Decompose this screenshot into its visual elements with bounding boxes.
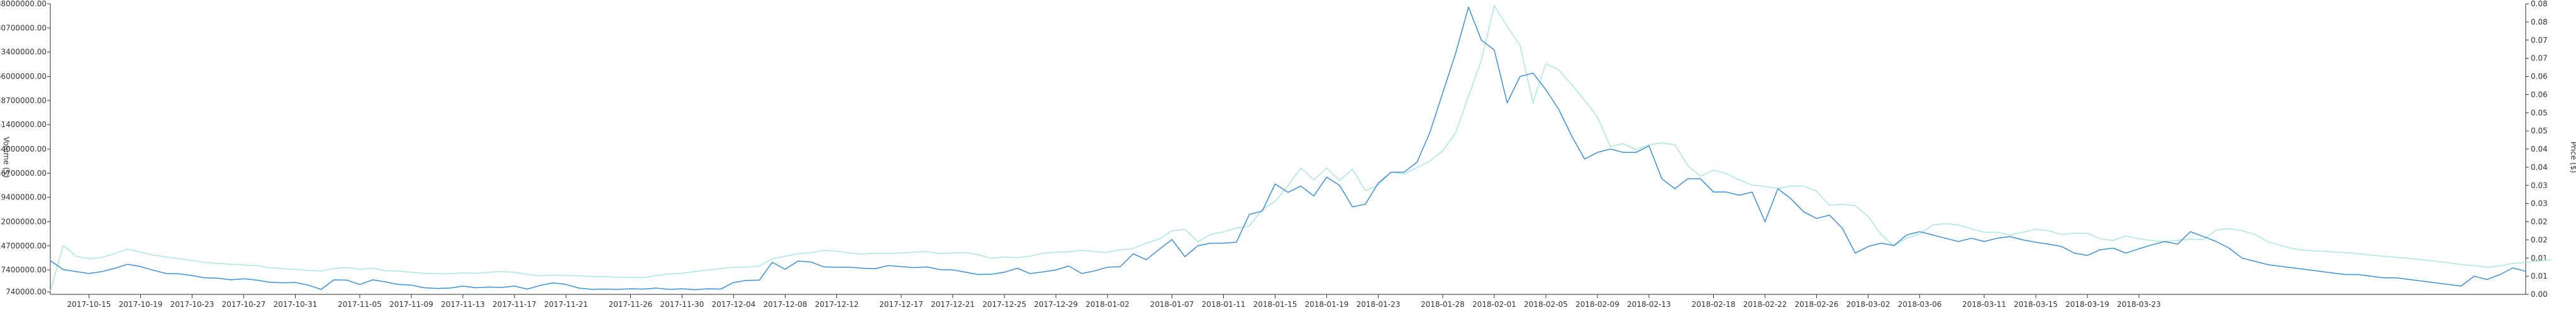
left-tick-label: 7400000.00 bbox=[1, 265, 47, 274]
left-tick-label: 14700000.00 bbox=[0, 242, 47, 250]
left-axis-label: Volume ($) bbox=[2, 136, 11, 177]
x-tick-label: 2018-02-22 bbox=[1743, 300, 1787, 309]
x-tick-label: 2017-11-05 bbox=[338, 300, 382, 309]
x-tick-label: 2018-01-15 bbox=[1253, 300, 1297, 309]
x-tick-label: 2018-03-15 bbox=[2014, 300, 2058, 309]
right-tick-label: 0.07 bbox=[2531, 54, 2548, 63]
right-tick-label: 0.08 bbox=[2531, 18, 2548, 26]
x-tick-label: 2017-10-19 bbox=[119, 300, 163, 309]
x-tick-label: 2017-10-31 bbox=[274, 300, 318, 309]
left-tick-label: 22000000.00 bbox=[0, 218, 47, 226]
x-tick-label: 2018-03-23 bbox=[2117, 300, 2161, 309]
left-tick-label: 36700000.00 bbox=[0, 169, 47, 177]
right-tick-label: 0.04 bbox=[2531, 163, 2548, 172]
left-tick-label: 88000000.00 bbox=[0, 0, 47, 8]
right-tick-label: 0.03 bbox=[2531, 181, 2548, 190]
x-tick-label: 2017-12-12 bbox=[815, 300, 859, 309]
right-tick-label: 0.00 bbox=[2531, 290, 2548, 299]
x-tick-label: 2017-12-04 bbox=[712, 300, 756, 309]
x-tick-label: 2018-02-09 bbox=[1575, 300, 1619, 309]
x-tick-label: 2017-11-13 bbox=[441, 300, 485, 309]
right-y-axis: 0.000.010.010.020.020.030.030.040.040.05… bbox=[2525, 0, 2548, 299]
price-series-line bbox=[50, 5, 2552, 292]
x-tick-label: 2018-01-19 bbox=[1305, 300, 1349, 309]
volume-series-line bbox=[50, 6, 2526, 291]
x-tick-label: 2017-10-23 bbox=[170, 300, 214, 309]
x-tick-label: 2018-02-18 bbox=[1692, 300, 1736, 309]
left-tick-label: 80700000.00 bbox=[0, 23, 47, 32]
x-tick-label: 2017-12-17 bbox=[879, 300, 923, 309]
left-y-axis: 740000.00 7400000.00 14700000.00 22000000.0… bbox=[0, 0, 51, 296]
series-group bbox=[50, 5, 2552, 292]
x-tick-label: 2018-03-06 bbox=[1898, 300, 1942, 309]
left-tick-label: 66000000.00 bbox=[0, 72, 47, 81]
right-tick-label: 0.02 bbox=[2531, 235, 2548, 244]
x-tick-label: 2017-10-27 bbox=[222, 300, 266, 309]
x-tick-label: 2018-01-11 bbox=[1202, 300, 1246, 309]
left-tick-label: 740000.00 bbox=[6, 287, 47, 296]
x-tick-label: 2017-12-29 bbox=[1034, 300, 1078, 309]
x-tick-label: 2018-03-19 bbox=[2065, 300, 2109, 309]
right-tick-label: 0.03 bbox=[2531, 199, 2548, 208]
left-tick-label: 29400000.00 bbox=[0, 193, 47, 202]
right-tick-label: 0.06 bbox=[2531, 72, 2548, 81]
x-tick-label: 2018-01-28 bbox=[1421, 300, 1465, 309]
x-axis: 2017-10-15 2017-10-19 2017-10-23 2017-10-27… bbox=[50, 294, 2526, 309]
x-tick-label: 2017-12-08 bbox=[763, 300, 808, 309]
right-tick-label: 0.05 bbox=[2531, 108, 2548, 117]
x-tick-label: 2018-02-13 bbox=[1627, 300, 1671, 309]
x-tick-label: 2017-11-21 bbox=[544, 300, 588, 309]
right-tick-label: 0.07 bbox=[2531, 36, 2548, 45]
x-tick-label: 2018-02-26 bbox=[1795, 300, 1839, 309]
right-tick-label: 0.04 bbox=[2531, 145, 2548, 153]
x-tick-label: 2017-11-30 bbox=[660, 300, 704, 309]
x-tick-label: 2018-02-05 bbox=[1524, 300, 1568, 309]
right-tick-label: 0.08 bbox=[2531, 0, 2548, 8]
right-tick-label: 0.02 bbox=[2531, 218, 2548, 226]
right-tick-label: 0.05 bbox=[2531, 126, 2548, 135]
x-tick-label: 2018-03-11 bbox=[1962, 300, 2006, 309]
x-tick-label: 2017-11-17 bbox=[492, 300, 536, 309]
x-tick-label: 2017-11-09 bbox=[389, 300, 433, 309]
x-tick-label: 2018-01-02 bbox=[1085, 300, 1130, 309]
right-tick-label: 0.06 bbox=[2531, 90, 2548, 99]
x-tick-label: 2018-01-23 bbox=[1357, 300, 1401, 309]
x-tick-label: 2017-12-25 bbox=[982, 300, 1026, 309]
left-tick-label: 73400000.00 bbox=[0, 48, 47, 57]
right-tick-label: 0.01 bbox=[2531, 272, 2548, 281]
x-tick-label: 2017-10-15 bbox=[67, 300, 111, 309]
x-tick-label: 2017-11-26 bbox=[609, 300, 653, 309]
right-axis-label: Price ($) bbox=[2569, 142, 2576, 173]
x-tick-label: 2018-01-07 bbox=[1150, 300, 1194, 309]
x-tick-label: 2017-12-21 bbox=[931, 300, 975, 309]
left-tick-label: 44000000.00 bbox=[0, 145, 47, 153]
left-tick-label: 51400000.00 bbox=[0, 120, 47, 129]
x-tick-label: 2018-03-02 bbox=[1846, 300, 1890, 309]
left-tick-label: 58700000.00 bbox=[0, 96, 47, 105]
x-tick-label: 2018-02-01 bbox=[1472, 300, 1516, 309]
